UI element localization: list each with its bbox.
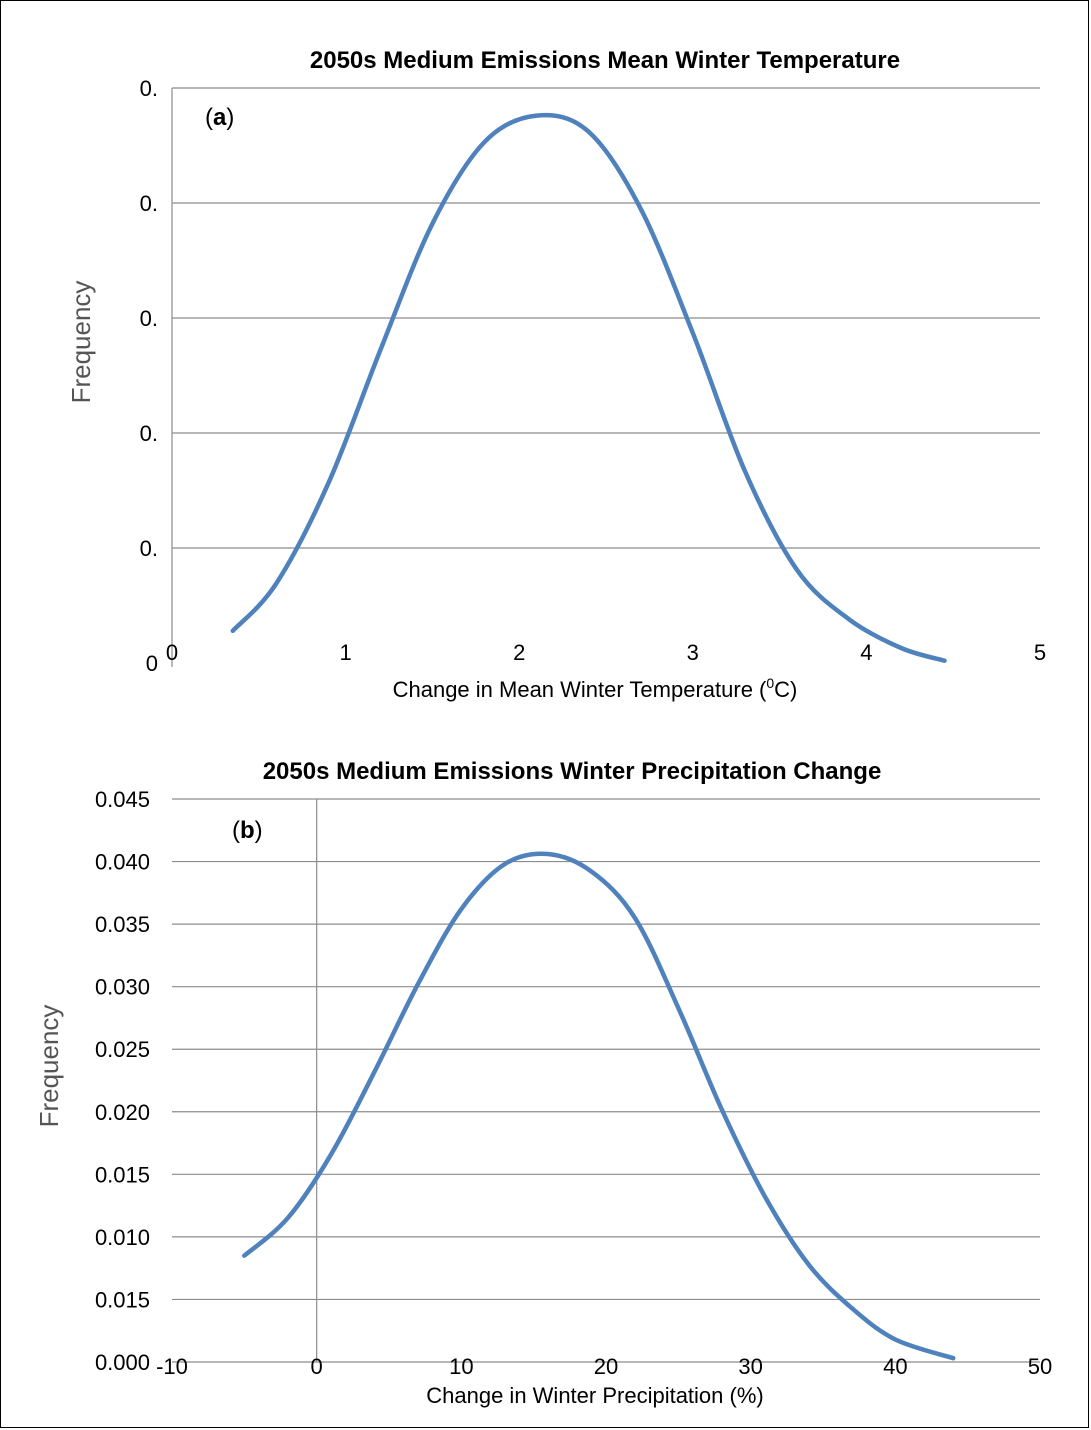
chart-panel-a: 2050s Medium Emissions Mean Winter Tempe… bbox=[66, 47, 1046, 702]
panel-label: (a) bbox=[205, 104, 234, 131]
x-tick-label: 20 bbox=[594, 1354, 618, 1379]
y-tick-label: 0. bbox=[140, 536, 158, 561]
x-tick-label: 0 bbox=[166, 640, 178, 665]
panel-label: (b) bbox=[232, 817, 263, 844]
x-tick-label: 1 bbox=[339, 640, 351, 665]
x-tick-label: 2 bbox=[513, 640, 525, 665]
x-tick-label: 4 bbox=[860, 640, 872, 665]
y-axis-label: Frequency bbox=[66, 281, 96, 404]
y-tick-label: 0. bbox=[140, 421, 158, 446]
y-tick-label: 0.030 bbox=[95, 975, 150, 1000]
chart-title: 2050s Medium Emissions Mean Winter Tempe… bbox=[310, 47, 900, 74]
series-lines bbox=[242, 851, 956, 1361]
y-tick-label: 0.045 bbox=[95, 787, 150, 812]
chart-panel-b: 2050s Medium Emissions Winter Precipitat… bbox=[34, 758, 1052, 1408]
y-tick-label: 0.040 bbox=[95, 850, 150, 875]
x-axis-label: Change in Mean Winter Temperature (0C) bbox=[393, 675, 798, 702]
y-tick-labels: 0 0. 0. 0. 0. 0. bbox=[140, 76, 158, 676]
y-tick-label: 0.035 bbox=[95, 912, 150, 937]
x-axis-label: Change in Winter Precipitation (%) bbox=[426, 1383, 763, 1408]
chart-title: 2050s Medium Emissions Winter Precipitat… bbox=[263, 758, 882, 785]
y-tick-label: 0.000 bbox=[95, 1350, 150, 1375]
y-tick-label: 0 bbox=[146, 651, 158, 676]
x-tick-label: 30 bbox=[738, 1354, 762, 1379]
y-tick-label: 0.025 bbox=[95, 1037, 150, 1062]
y-tick-label: 0.010 bbox=[95, 1225, 150, 1250]
x-tick-label: 3 bbox=[687, 640, 699, 665]
series-lines bbox=[230, 112, 947, 663]
y-tick-label: 0.020 bbox=[95, 1100, 150, 1125]
x-tick-label: 10 bbox=[449, 1354, 473, 1379]
y-tick-label: 0. bbox=[140, 191, 158, 216]
y-tick-labels: 0.000 0.015 0.010 0.015 0.020 0.025 0.030 0.035… bbox=[95, 787, 150, 1375]
series-line bbox=[242, 851, 956, 1361]
x-tick-label: 50 bbox=[1028, 1354, 1052, 1379]
x-tick-labels: 0 1 2 3 4 5 bbox=[166, 640, 1046, 665]
grid-lines bbox=[171, 87, 1040, 667]
x-tick-label: -10 bbox=[156, 1354, 188, 1379]
grid-lines bbox=[172, 798, 1040, 1363]
y-tick-label: 0. bbox=[140, 76, 158, 101]
y-tick-label: 0.015 bbox=[95, 1162, 150, 1187]
x-tick-label: 40 bbox=[883, 1354, 907, 1379]
x-tick-label: 5 bbox=[1034, 640, 1046, 665]
series-line bbox=[230, 112, 947, 663]
y-tick-label: 0.015 bbox=[95, 1287, 150, 1312]
x-tick-label: 0 bbox=[311, 1354, 323, 1379]
y-axis-label: Frequency bbox=[34, 1005, 64, 1128]
x-tick-labels: -10 0 10 20 30 40 50 bbox=[156, 1354, 1052, 1379]
y-tick-label: 0. bbox=[140, 306, 158, 331]
